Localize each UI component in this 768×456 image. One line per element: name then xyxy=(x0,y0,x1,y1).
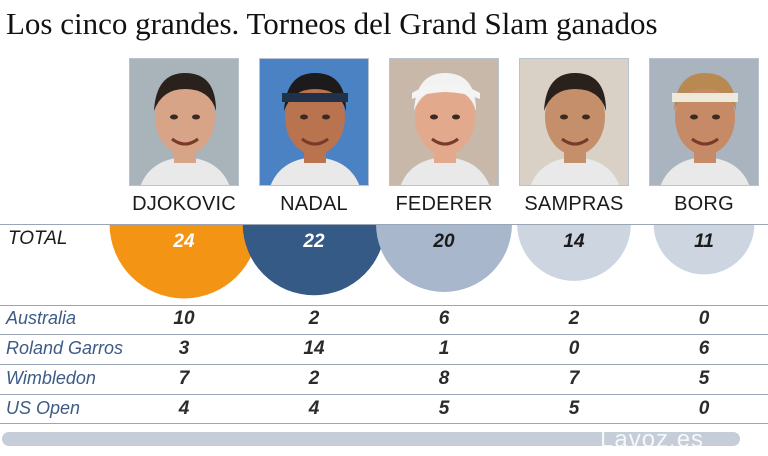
table-cell: 1 xyxy=(438,338,450,359)
total-value-borg: 11 xyxy=(694,231,714,252)
player-photo-nadal xyxy=(259,58,369,186)
portrait-icon xyxy=(130,59,238,185)
total-value-nadal: 22 xyxy=(302,231,325,252)
portrait-icon xyxy=(650,59,758,185)
table-cell: 3 xyxy=(178,338,190,359)
divider-line xyxy=(0,423,768,424)
table-cell: 7 xyxy=(178,368,190,389)
table-cell: 0 xyxy=(568,338,580,359)
portrait-icon xyxy=(260,59,368,185)
player-photo-djokovic xyxy=(129,58,239,186)
player-photo-federer xyxy=(389,58,499,186)
divider-line xyxy=(0,224,768,225)
player-name-sampras: SAMPRAS xyxy=(524,193,624,215)
table-cell: 2 xyxy=(308,368,320,389)
divider-line xyxy=(0,305,768,306)
table-cell: 4 xyxy=(178,398,190,419)
total-bubble-djokovic xyxy=(109,224,259,299)
row-label-roland-garros: Roland Garros xyxy=(6,338,124,358)
table-cell: 0 xyxy=(698,308,710,329)
chart-title: Los cinco grandes. Torneos del Grand Sla… xyxy=(6,6,658,41)
total-value-djokovic: 24 xyxy=(172,231,195,252)
player-name-nadal: NADAL xyxy=(280,193,348,215)
divider-line xyxy=(0,394,768,395)
table-cell: 14 xyxy=(303,338,325,359)
table-cell: 6 xyxy=(698,338,710,359)
table-cell: 5 xyxy=(568,398,580,419)
table-cell: 5 xyxy=(438,398,450,419)
table-cell: 4 xyxy=(308,398,320,419)
player-name-federer: FEDERER xyxy=(395,193,493,215)
player-photo-sampras xyxy=(519,58,629,186)
total-bubble-federer xyxy=(376,224,512,292)
table-cell: 2 xyxy=(568,308,580,329)
table-cell: 8 xyxy=(438,368,450,389)
total-bubble-nadal xyxy=(242,224,386,296)
player-name-djokovic: DJOKOVIC xyxy=(132,193,236,215)
row-label-us-open: US Open xyxy=(6,398,81,418)
table-cell: 2 xyxy=(308,308,320,329)
portrait-icon xyxy=(520,59,628,185)
player-name-borg: BORG xyxy=(674,193,734,215)
row-label-wimbledon: Wimbledon xyxy=(6,368,96,388)
table-cell: 5 xyxy=(698,368,710,389)
row-label-australia: Australia xyxy=(6,308,77,328)
total-bubble-borg xyxy=(653,224,755,275)
player-photo-borg xyxy=(649,58,759,186)
table-cell: 10 xyxy=(173,308,195,329)
divider-line xyxy=(0,334,768,335)
total-value-federer: 20 xyxy=(432,231,455,252)
total-bubble-sampras xyxy=(517,224,631,281)
divider-line xyxy=(0,364,768,365)
total-label: TOTAL xyxy=(8,228,68,249)
table-cell: 0 xyxy=(698,398,710,419)
portrait-icon xyxy=(390,59,498,185)
total-value-sampras: 14 xyxy=(563,231,585,252)
table-cell: 7 xyxy=(568,368,580,389)
watermark-logo: Lavoz.es xyxy=(600,426,705,453)
footer-bar xyxy=(2,432,740,446)
table-cell: 6 xyxy=(438,308,450,329)
